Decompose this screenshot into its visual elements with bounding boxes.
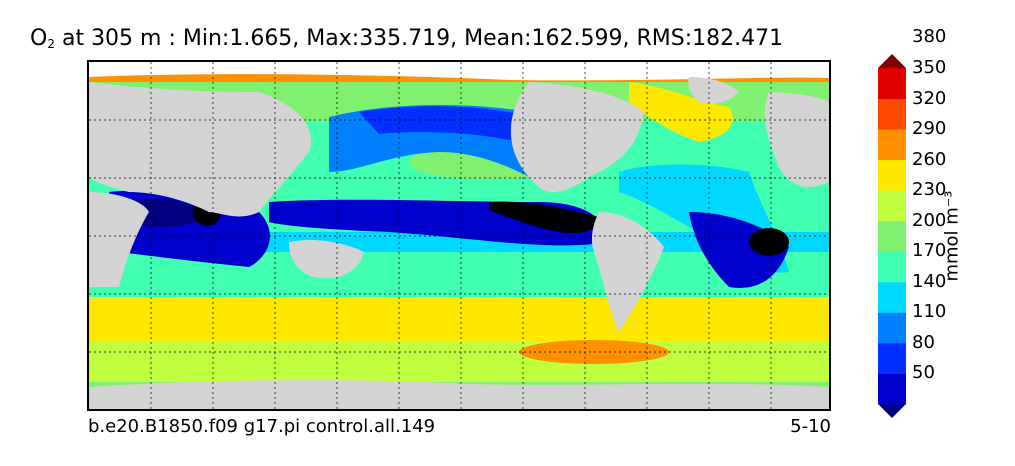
- colorbar-segment: [878, 68, 906, 100]
- colorbar-tick-label: 350: [912, 57, 947, 78]
- arabian-sea-omz: [129, 198, 209, 228]
- colorbar-tick-label: 230: [912, 179, 947, 201]
- title-species-subscript: 2: [47, 37, 55, 51]
- colorbar-segment: [878, 342, 906, 374]
- colorbar-tick-label: 290: [912, 118, 947, 140]
- colorbar-segment: [878, 98, 906, 130]
- colorbar-tick-label: 260: [912, 148, 947, 170]
- colorbar-segment: [878, 159, 906, 191]
- ocean-oxygen-map: [87, 60, 831, 411]
- colorbar-segment: [878, 190, 906, 222]
- australia-landmass: [289, 240, 364, 279]
- southern-ocean-lime-band: [89, 342, 829, 382]
- eurasia-landmass: [89, 82, 311, 217]
- colorbar-unit-label: mmol m⁻³: [941, 190, 963, 282]
- plot-title: O2 at 305 m : Min:1.665, Max:335.719, Me…: [30, 26, 783, 51]
- graticule: [89, 62, 829, 409]
- colorbar-segment: [878, 281, 906, 313]
- colorbar-tick-label: 320: [912, 87, 947, 109]
- colorbar-segment: [878, 220, 906, 252]
- colorbar-segment: [878, 129, 906, 161]
- norwegian-sea-yellow: [629, 82, 733, 142]
- colorbar-tick-label: 50: [912, 362, 935, 384]
- title-stats: at 305 m : Min:1.665, Max:335.719, Mean:…: [54, 26, 784, 51]
- antarctica-landmass: [89, 380, 829, 409]
- colorbar-tick-label: 380: [912, 26, 947, 48]
- colorbar-min-arrow: [878, 404, 906, 418]
- case-name-label: b.e20.B1850.f09 g17.pi control.all.149: [88, 416, 436, 437]
- map-canvas: [89, 62, 829, 409]
- north-pacific-low-o2: [359, 106, 530, 140]
- southern-ocean-yellow-band: [89, 297, 829, 342]
- eastern-pacific-anoxic-core: [489, 201, 599, 234]
- colorbar-segment: [878, 373, 906, 405]
- colorbar-tick-label: 170: [912, 240, 947, 262]
- colorbar-tick-label: 110: [912, 301, 947, 323]
- year-range-label: 5-10: [790, 416, 831, 437]
- south-america-landmass: [591, 212, 664, 332]
- colorbar-tick-label: 80: [912, 331, 935, 353]
- colorbar-tick-label: 200: [912, 209, 947, 231]
- europe-africa-landmass: [764, 92, 829, 187]
- colorbar-segment: [878, 251, 906, 283]
- colorbar-segment: [878, 312, 906, 344]
- africa-landmass: [89, 192, 149, 287]
- colorbar-max-arrow: [878, 54, 906, 68]
- colorbar-graphic: [878, 54, 906, 418]
- colorbar-tick-label: 140: [912, 270, 947, 292]
- title-species: O: [30, 26, 48, 51]
- east-atlantic-anoxic-core: [749, 228, 789, 256]
- greenland-landmass: [688, 77, 739, 104]
- colorbar: [878, 54, 906, 418]
- north-america-landmass: [510, 82, 644, 193]
- arctic-ice-cover: [89, 62, 829, 81]
